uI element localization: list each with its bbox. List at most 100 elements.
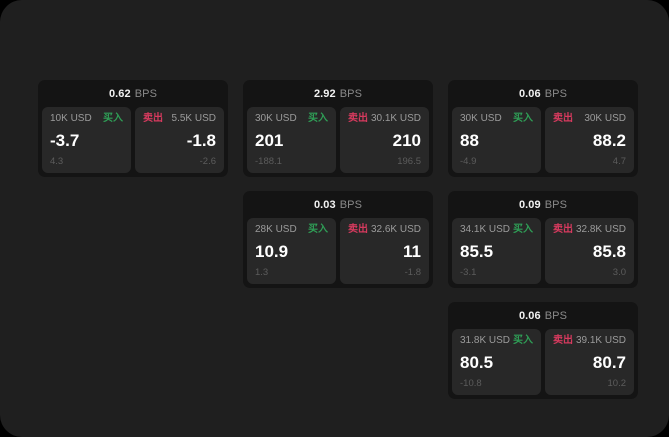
buy-quote-panel[interactable]: 34.1K USD 买入 85.5 -3.1: [452, 218, 541, 284]
sell-quote-panel[interactable]: 卖出 30K USD 88.2 4.7: [545, 107, 634, 173]
sell-side-label: 卖出: [553, 224, 573, 235]
card-header: 0.62 BPS: [38, 80, 228, 107]
bps-value: 0.09: [518, 198, 541, 211]
buy-delta: -188.1: [255, 156, 282, 167]
buy-quote-panel[interactable]: 10K USD 买入 -3.7 4.3: [42, 107, 131, 173]
sell-side-label: 卖出: [553, 113, 573, 124]
bps-unit-label: BPS: [544, 309, 568, 322]
card-header: 0.09 BPS: [448, 191, 638, 218]
sell-price: 85.8: [592, 242, 626, 261]
buy-size-label: 34.1K USD: [460, 224, 511, 235]
sell-delta: -1.8: [404, 267, 421, 278]
bps-unit-label: BPS: [134, 87, 158, 100]
grid-cell: 0.06 BPS 30K USD 买入 88 -4.9 卖出 30K USD 8…: [448, 80, 638, 177]
sell-quote-panel[interactable]: 卖出 32.8K USD 85.8 3.0: [545, 218, 634, 284]
buy-delta: 1.3: [255, 267, 269, 278]
sell-side-label: 卖出: [143, 113, 163, 124]
buy-side-label: 买入: [513, 224, 533, 235]
grid-cell: 0.06 BPS 31.8K USD 买入 80.5 -10.8 卖出 39.1…: [448, 302, 638, 399]
spread-card-card-r1c1[interactable]: 0.62 BPS 10K USD 买入 -3.7 4.3 卖出 5.5K USD…: [38, 80, 228, 177]
buy-delta: 4.3: [50, 156, 64, 167]
card-header: 2.92 BPS: [243, 80, 433, 107]
sell-size-label: 5.5K USD: [171, 113, 216, 124]
buy-price: 85.5: [460, 242, 494, 261]
bps-unit-label: BPS: [544, 87, 568, 100]
sell-delta: 10.2: [607, 378, 627, 389]
buy-side-label: 买入: [513, 335, 533, 346]
quote-row: 34.1K USD 买入 85.5 -3.1 卖出 32.8K USD 85.8…: [448, 218, 638, 288]
buy-panel-header: 31.8K USD 买入: [460, 335, 533, 347]
sell-panel-header: 卖出 5.5K USD: [143, 113, 216, 125]
buy-quote-panel[interactable]: 31.8K USD 买入 80.5 -10.8: [452, 329, 541, 395]
buy-side-label: 买入: [103, 113, 123, 124]
sell-delta: 3.0: [612, 267, 626, 278]
sell-panel-header: 卖出 39.1K USD: [553, 335, 626, 347]
sell-side-label: 卖出: [348, 224, 368, 235]
sell-quote-panel[interactable]: 卖出 32.6K USD 11 -1.8: [340, 218, 429, 284]
sell-price: 210: [392, 131, 421, 150]
spread-card-card-r2c3[interactable]: 0.09 BPS 34.1K USD 买入 85.5 -3.1 卖出 32.8K…: [448, 191, 638, 288]
sell-price: 11: [403, 242, 421, 261]
buy-panel-header: 10K USD 买入: [50, 113, 123, 125]
sell-delta: 4.7: [612, 156, 626, 167]
buy-price: -3.7: [50, 131, 80, 150]
buy-quote-panel[interactable]: 30K USD 买入 201 -188.1: [247, 107, 336, 173]
sell-size-label: 30K USD: [584, 113, 626, 124]
buy-quote-panel[interactable]: 30K USD 买入 88 -4.9: [452, 107, 541, 173]
sell-quote-panel[interactable]: 卖出 39.1K USD 80.7 10.2: [545, 329, 634, 395]
sell-price: 88.2: [592, 131, 626, 150]
bps-value: 2.92: [313, 87, 336, 100]
sell-panel-header: 卖出 30.1K USD: [348, 113, 421, 125]
buy-side-label: 买入: [513, 113, 533, 124]
sell-size-label: 39.1K USD: [575, 335, 626, 346]
quote-row: 10K USD 买入 -3.7 4.3 卖出 5.5K USD -1.8 -2.…: [38, 107, 228, 177]
sell-delta: -2.6: [199, 156, 216, 167]
sell-panel-header: 卖出 30K USD: [553, 113, 626, 125]
buy-size-label: 28K USD: [255, 224, 297, 235]
card-header: 0.03 BPS: [243, 191, 433, 218]
sell-size-label: 32.6K USD: [370, 224, 421, 235]
quote-row: 30K USD 买入 201 -188.1 卖出 30.1K USD 210 1…: [243, 107, 433, 177]
grid-cell: 2.92 BPS 30K USD 买入 201 -188.1 卖出 30.1K …: [243, 80, 433, 177]
grid-cell: 0.09 BPS 34.1K USD 买入 85.5 -3.1 卖出 32.8K…: [448, 191, 638, 288]
spread-card-card-r2c2[interactable]: 0.03 BPS 28K USD 买入 10.9 1.3 卖出 32.6K US…: [243, 191, 433, 288]
quote-row: 30K USD 买入 88 -4.9 卖出 30K USD 88.2 4.7: [448, 107, 638, 177]
bps-value: 0.03: [313, 198, 336, 211]
buy-delta: -4.9: [460, 156, 477, 167]
buy-price: 80.5: [460, 353, 494, 372]
sell-panel-header: 卖出 32.8K USD: [553, 224, 626, 236]
card-header: 0.06 BPS: [448, 80, 638, 107]
buy-side-label: 买入: [308, 113, 328, 124]
buy-price: 88: [460, 131, 479, 150]
spread-card-card-r1c2[interactable]: 2.92 BPS 30K USD 买入 201 -188.1 卖出 30.1K …: [243, 80, 433, 177]
buy-panel-header: 34.1K USD 买入: [460, 224, 533, 236]
quote-row: 28K USD 买入 10.9 1.3 卖出 32.6K USD 11 -1.8: [243, 218, 433, 288]
buy-size-label: 30K USD: [460, 113, 502, 124]
bps-value: 0.06: [518, 309, 541, 322]
sell-panel-header: 卖出 32.6K USD: [348, 224, 421, 236]
sell-size-label: 32.8K USD: [575, 224, 626, 235]
sell-delta: 196.5: [397, 156, 421, 167]
sell-side-label: 卖出: [348, 113, 368, 124]
spread-card-card-r3c3[interactable]: 0.06 BPS 31.8K USD 买入 80.5 -10.8 卖出 39.1…: [448, 302, 638, 399]
buy-panel-header: 30K USD 买入: [255, 113, 328, 125]
sell-price: -1.8: [186, 131, 216, 150]
sell-quote-panel[interactable]: 卖出 5.5K USD -1.8 -2.6: [135, 107, 224, 173]
buy-size-label: 30K USD: [255, 113, 297, 124]
sell-size-label: 30.1K USD: [370, 113, 421, 124]
buy-panel-header: 30K USD 买入: [460, 113, 533, 125]
quote-row: 31.8K USD 买入 80.5 -10.8 卖出 39.1K USD 80.…: [448, 329, 638, 399]
buy-quote-panel[interactable]: 28K USD 买入 10.9 1.3: [247, 218, 336, 284]
card-header: 0.06 BPS: [448, 302, 638, 329]
buy-size-label: 31.8K USD: [460, 335, 511, 346]
bps-unit-label: BPS: [339, 87, 363, 100]
buy-size-label: 10K USD: [50, 113, 92, 124]
buy-price: 10.9: [255, 242, 289, 261]
sell-price: 80.7: [592, 353, 626, 372]
buy-price: 201: [255, 131, 284, 150]
sell-side-label: 卖出: [553, 335, 573, 346]
spread-card-card-r1c3[interactable]: 0.06 BPS 30K USD 买入 88 -4.9 卖出 30K USD 8…: [448, 80, 638, 177]
sell-quote-panel[interactable]: 卖出 30.1K USD 210 196.5: [340, 107, 429, 173]
bps-unit-label: BPS: [339, 198, 363, 211]
